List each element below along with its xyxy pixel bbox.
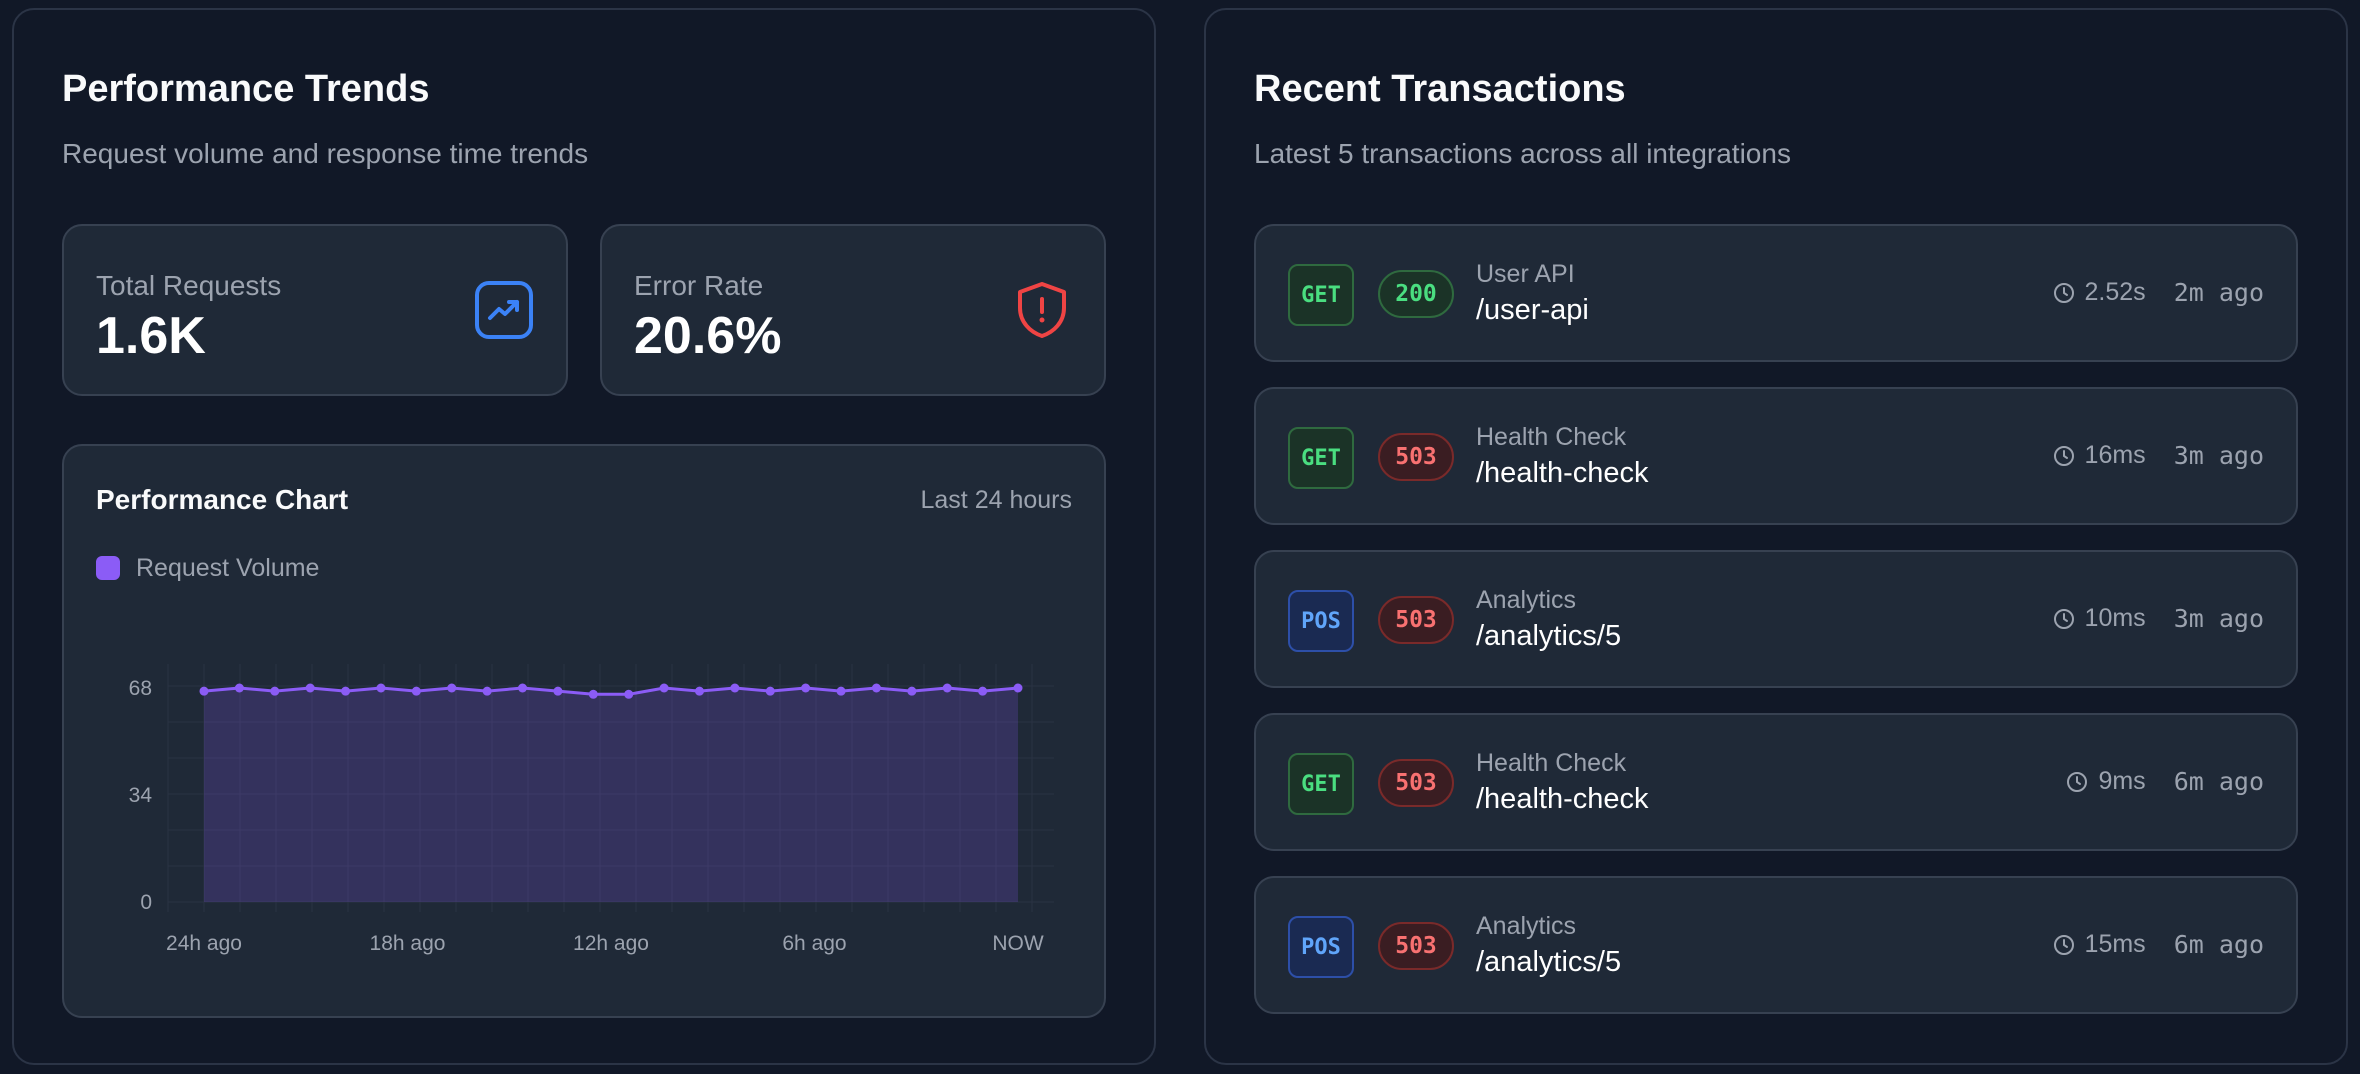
method-badge: POS bbox=[1288, 590, 1354, 652]
data-point bbox=[305, 683, 315, 693]
chart-range-label: Last 24 hours bbox=[920, 486, 1073, 514]
method-badge: POS bbox=[1288, 916, 1354, 978]
performance-chart-card: Performance Chart Last 24 hours Request … bbox=[62, 444, 1106, 1018]
integration-name: Health Check bbox=[1476, 749, 1627, 777]
transaction-row[interactable]: GET 200 User API /user-api 2.52s 2m ago bbox=[1254, 224, 2298, 362]
integration-name: Analytics bbox=[1476, 586, 1577, 614]
method-badge: GET bbox=[1288, 264, 1354, 326]
status-badge: 503 bbox=[1378, 759, 1454, 807]
endpoint-path: /analytics/5 bbox=[1476, 946, 1622, 978]
transaction-meta: 2.52s 2m ago bbox=[2053, 278, 2264, 307]
panel-subtitle: Latest 5 transactions across all integra… bbox=[1254, 138, 1791, 169]
recent-transactions-panel: Recent Transactions Latest 5 transaction… bbox=[1204, 8, 2348, 1065]
time-ago: 3m ago bbox=[2173, 604, 2264, 633]
stat-value: 1.6K bbox=[96, 307, 206, 365]
data-point bbox=[553, 686, 563, 696]
data-point bbox=[942, 683, 952, 693]
endpoint-path: /health-check bbox=[1476, 457, 1649, 489]
data-point bbox=[482, 686, 492, 696]
data-point bbox=[270, 686, 280, 696]
stat-label: Error Rate bbox=[634, 270, 764, 301]
status-badge: 200 bbox=[1378, 270, 1454, 318]
status-badge: 503 bbox=[1378, 596, 1454, 644]
x-tick-label: NOW bbox=[992, 932, 1044, 955]
duration: 15ms bbox=[2084, 930, 2146, 958]
clock-icon bbox=[2053, 934, 2074, 955]
integration-name: Health Check bbox=[1476, 423, 1627, 451]
time-ago: 2m ago bbox=[2173, 278, 2264, 307]
duration: 9ms bbox=[2098, 767, 2146, 795]
status-badge: 503 bbox=[1378, 922, 1454, 970]
data-point bbox=[447, 683, 457, 693]
data-point bbox=[694, 686, 704, 696]
integration-name: User API bbox=[1476, 260, 1575, 288]
clock-icon bbox=[2067, 771, 2088, 792]
legend-swatch bbox=[96, 556, 120, 580]
data-point bbox=[907, 686, 917, 696]
request-volume-line bbox=[203, 686, 1019, 696]
endpoint-path: /user-api bbox=[1476, 294, 1589, 326]
data-point bbox=[199, 686, 209, 696]
stat-value: 20.6% bbox=[634, 307, 782, 365]
performance-trends-panel: Performance Trends Request volume and re… bbox=[12, 8, 1156, 1065]
panel-title: Recent Transactions bbox=[1254, 68, 1626, 110]
data-point bbox=[341, 686, 351, 696]
integration-name: Analytics bbox=[1476, 912, 1577, 940]
data-point bbox=[376, 683, 386, 693]
clock-icon bbox=[2053, 608, 2074, 629]
transaction-meta: 9ms 6m ago bbox=[2066, 767, 2264, 796]
y-tick-label: 68 bbox=[129, 677, 152, 700]
panel-title: Performance Trends bbox=[62, 68, 430, 110]
transaction-row[interactable]: GET 503 Health Check /health-check 9ms 6… bbox=[1254, 713, 2298, 851]
data-point bbox=[588, 689, 598, 699]
x-tick-label: 24h ago bbox=[166, 932, 242, 955]
data-point bbox=[730, 683, 740, 693]
total-requests-card: Total Requests 1.6K bbox=[62, 224, 568, 396]
data-point bbox=[871, 683, 881, 693]
data-point bbox=[624, 689, 634, 699]
endpoint-path: /health-check bbox=[1476, 783, 1649, 815]
data-point bbox=[765, 686, 775, 696]
endpoint-path: /analytics/5 bbox=[1476, 620, 1622, 652]
transaction-row[interactable]: POS 503 Analytics /analytics/5 15ms 6m a… bbox=[1254, 876, 2298, 1014]
method-badge: GET bbox=[1288, 753, 1354, 815]
status-badge: 503 bbox=[1378, 433, 1454, 481]
stat-label: Total Requests bbox=[96, 270, 282, 301]
chart-title: Performance Chart bbox=[96, 484, 349, 515]
x-tick-label: 18h ago bbox=[370, 932, 446, 955]
time-ago: 3m ago bbox=[2173, 441, 2264, 470]
panel-subtitle: Request volume and response time trends bbox=[62, 138, 589, 169]
data-point bbox=[518, 683, 528, 693]
transaction-meta: 10ms 3m ago bbox=[2053, 604, 2264, 633]
transaction-meta: 15ms 6m ago bbox=[2053, 930, 2264, 959]
data-point bbox=[978, 686, 988, 696]
data-point bbox=[836, 686, 846, 696]
data-point bbox=[411, 686, 421, 696]
duration: 2.52s bbox=[2084, 278, 2146, 306]
error-rate-card: Error Rate 20.6% bbox=[600, 224, 1106, 396]
time-ago: 6m ago bbox=[2173, 767, 2264, 796]
clock-icon bbox=[2053, 282, 2074, 303]
legend-label: Request Volume bbox=[136, 554, 320, 582]
trending-up-icon bbox=[475, 281, 533, 339]
clock-icon bbox=[2053, 445, 2074, 466]
data-point bbox=[659, 683, 669, 693]
transaction-row[interactable]: POS 503 Analytics /analytics/5 10ms 3m a… bbox=[1254, 550, 2298, 688]
duration: 10ms bbox=[2084, 604, 2146, 632]
performance-chart: 68 34 0 24h ago 18h ago 12h ago 6h ago NOW bbox=[129, 664, 1054, 955]
method-badge: GET bbox=[1288, 427, 1354, 489]
y-tick-label: 34 bbox=[129, 784, 153, 807]
data-point bbox=[234, 683, 244, 693]
data-point bbox=[801, 683, 811, 693]
x-tick-label: 12h ago bbox=[573, 932, 649, 955]
request-volume-area bbox=[204, 688, 1018, 902]
duration: 16ms bbox=[2084, 441, 2146, 469]
data-point bbox=[1013, 683, 1023, 693]
transaction-meta: 16ms 3m ago bbox=[2053, 441, 2264, 470]
y-tick-label: 0 bbox=[140, 891, 152, 914]
x-tick-label: 6h ago bbox=[782, 932, 846, 955]
shield-alert-icon bbox=[1018, 282, 1066, 338]
time-ago: 6m ago bbox=[2173, 930, 2264, 959]
transaction-row[interactable]: GET 503 Health Check /health-check 16ms … bbox=[1254, 387, 2298, 525]
